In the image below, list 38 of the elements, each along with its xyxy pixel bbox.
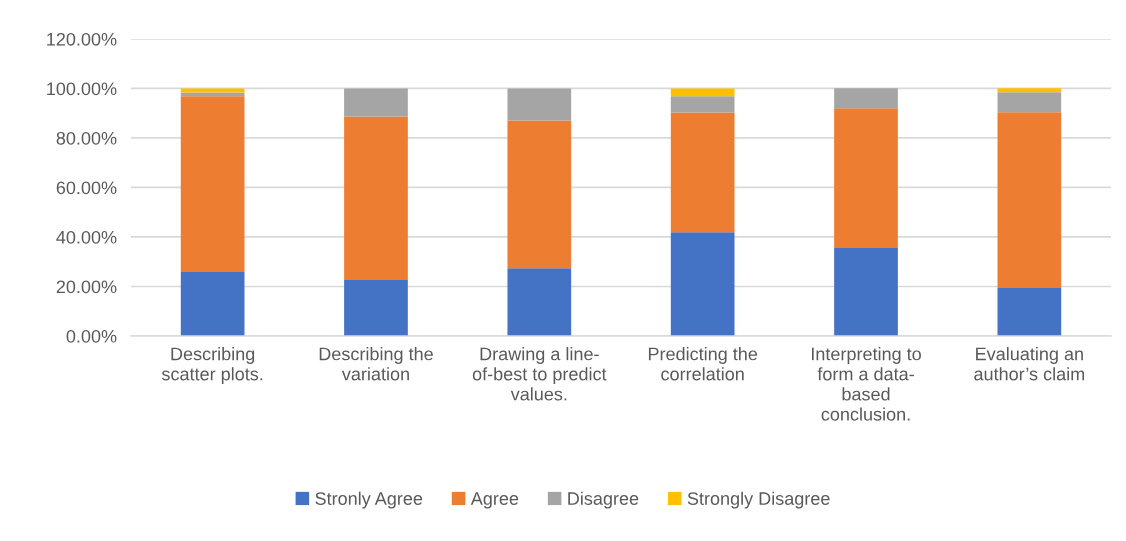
x-tick-label: Describing the variation [319,347,433,381]
legend-label: Stronly Agree [315,491,423,509]
x-tick-label: Predicting the correlation [648,347,758,381]
y-tick-label: 20.00% [56,280,117,294]
bar [834,248,898,336]
bar [834,88,898,109]
bar [507,268,572,336]
x-tick-label: Evaluating an author’s claim [974,347,1085,381]
x-tick-label: Describing scatter plots. [161,347,263,385]
bar [834,108,898,249]
legend-label: Strongly Disagree [687,491,830,509]
bar [670,88,735,97]
bar [344,88,408,117]
bar [180,96,245,273]
y-tick-label: 40.00% [56,230,117,244]
x-tick-label: Drawing a line-of-best to predict values. [472,347,607,401]
bar [344,280,408,336]
x-tick-label: Interpreting to form a data-based conclusion. [811,347,921,421]
bar [344,116,408,281]
bar [670,96,735,113]
bar [670,232,735,336]
bar [997,287,1062,336]
y-tick-label: 120.00% [47,32,117,46]
y-tick-label: 80.00% [56,131,117,145]
legend-label: Agree [470,492,519,509]
bar [507,88,572,121]
bar [180,92,245,97]
bar [997,92,1062,113]
y-tick-label: 60.00% [56,181,117,195]
bar [507,120,572,269]
y-tick-label: 100.00% [47,82,117,96]
bar [997,88,1062,93]
y-tick-label: 0.00% [66,329,117,343]
bar [997,112,1062,288]
bar [180,272,245,336]
legend-label: Disagree [568,491,639,509]
bar [180,88,245,93]
bar [670,112,735,233]
